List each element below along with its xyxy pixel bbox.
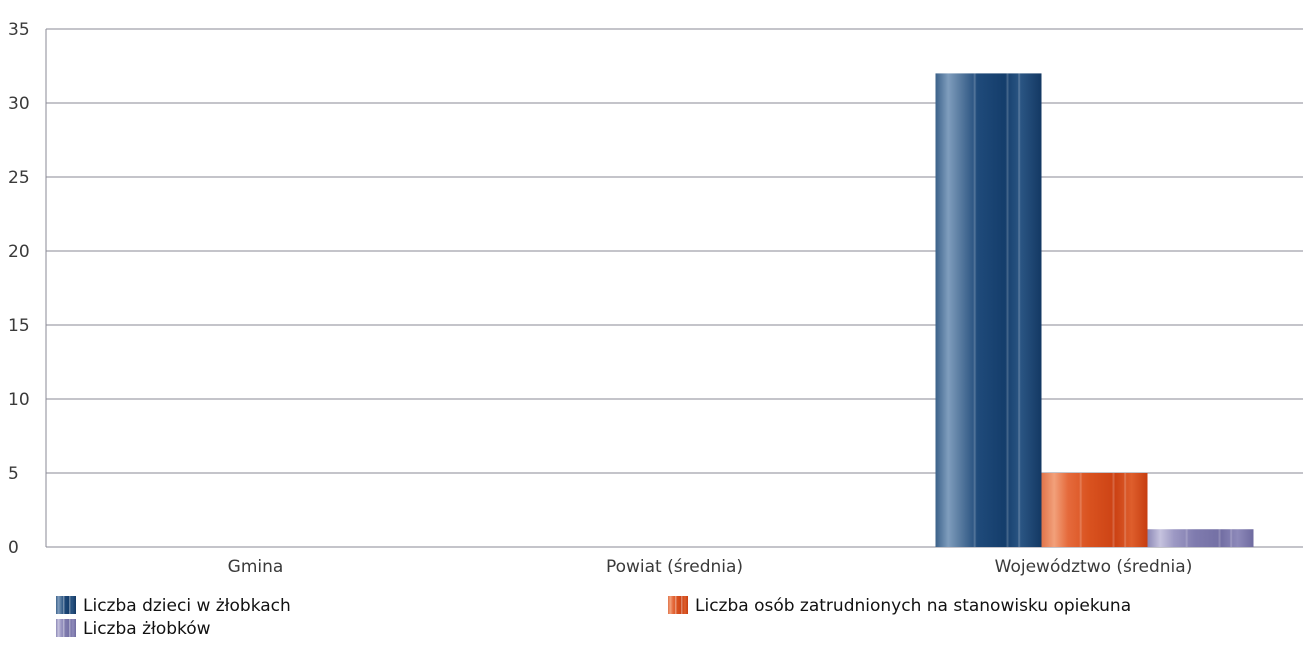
- legend-swatch: [668, 596, 688, 614]
- legend-swatch-stripe: [63, 619, 65, 637]
- y-tick-label: 35: [8, 20, 30, 40]
- x-axis-categories: Gmina Powiat (średnia) Województwo (średni…: [228, 557, 1193, 577]
- legend-item: Liczba dzieci w żłobkach: [56, 596, 291, 616]
- legend-swatch-stripe: [681, 596, 683, 614]
- legend-swatch-stripe: [675, 596, 677, 614]
- y-tick-label: 20: [8, 242, 30, 262]
- y-tick-label: 5: [8, 464, 19, 484]
- bar-stripe: [1112, 473, 1115, 547]
- legend-label: Liczba dzieci w żłobkach: [83, 596, 291, 616]
- category-label: Powiat (średnia): [606, 557, 743, 577]
- bar-stripe: [973, 73, 976, 548]
- legend-swatch-stripe: [69, 596, 71, 614]
- bar: [1041, 473, 1148, 547]
- y-axis-ticks: 0 5 10 15 20 25 30 35: [8, 20, 30, 558]
- bar-2-2: [1147, 529, 1254, 547]
- grid-lines: [45, 28, 1303, 548]
- bar-1-2: [1041, 473, 1148, 547]
- bar-stripe: [1218, 529, 1221, 547]
- bar-stripe: [1079, 473, 1082, 547]
- legend-label: Liczba osób zatrudnionych na stanowisku …: [695, 596, 1131, 616]
- y-tick-label: 25: [8, 168, 30, 188]
- bars: [935, 73, 1254, 548]
- bar-stripe: [1006, 73, 1009, 548]
- y-tick-label: 15: [8, 316, 30, 336]
- legend-item: Liczba żłobków: [56, 619, 211, 639]
- legend: Liczba dzieci w żłobkach Liczba osób zatr…: [56, 596, 1131, 639]
- bar-stripe: [1185, 529, 1188, 547]
- bar-0-2: [935, 73, 1042, 548]
- y-tick-label: 30: [8, 94, 30, 114]
- legend-swatch-stripe: [63, 596, 65, 614]
- legend-swatch-stripe: [69, 619, 71, 637]
- category-label: Gmina: [228, 557, 284, 577]
- category-label: Województwo (średnia): [995, 557, 1193, 577]
- legend-item: Liczba osób zatrudnionych na stanowisku …: [668, 596, 1131, 616]
- bar: [935, 73, 1042, 548]
- legend-swatch: [56, 596, 76, 614]
- legend-label: Liczba żłobków: [83, 619, 211, 639]
- bar: [1147, 529, 1254, 547]
- y-tick-label: 0: [8, 538, 19, 558]
- bar-stripe: [1124, 473, 1127, 547]
- bar-stripe: [1230, 529, 1233, 547]
- legend-swatch: [56, 619, 76, 637]
- y-tick-label: 10: [8, 390, 30, 410]
- bar-stripe: [1018, 73, 1021, 548]
